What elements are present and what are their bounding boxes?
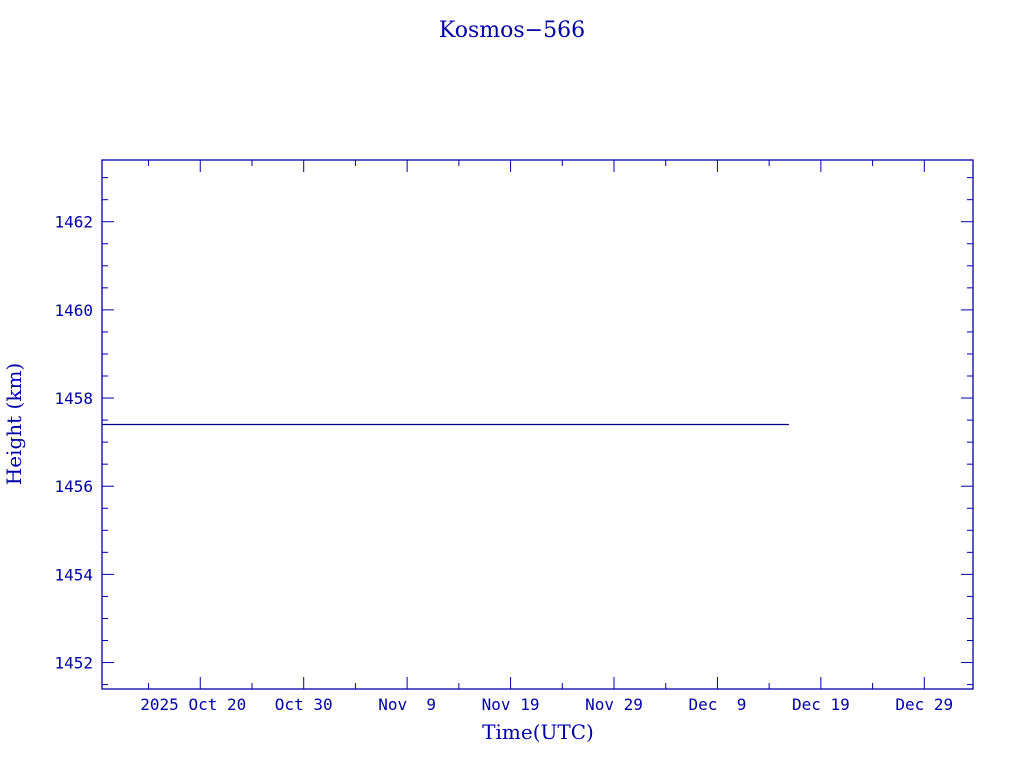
x-tick-label: Dec 9 bbox=[689, 695, 747, 714]
y-axis-label: Height (km) bbox=[2, 363, 26, 485]
x-tick-label: Nov 9 bbox=[378, 695, 436, 714]
chart-title: Kosmos−566 bbox=[439, 18, 585, 43]
x-axis-label: Time(UTC) bbox=[482, 720, 594, 744]
y-tick-label: 1452 bbox=[54, 654, 93, 673]
x-tick-label: Dec 29 bbox=[895, 695, 953, 714]
x-tick-label: Dec 19 bbox=[792, 695, 850, 714]
y-tick-label: 1456 bbox=[54, 477, 93, 496]
x-tick-label: Oct 30 bbox=[275, 695, 333, 714]
x-tick-label: 2025 Oct 20 bbox=[140, 695, 246, 714]
y-tick-label: 1460 bbox=[54, 301, 93, 320]
x-tick-label: Nov 29 bbox=[585, 695, 643, 714]
x-tick-label: Nov 19 bbox=[482, 695, 540, 714]
y-tick-label: 1454 bbox=[54, 565, 93, 584]
y-tick-label: 1458 bbox=[54, 389, 93, 408]
y-tick-label: 1462 bbox=[54, 213, 93, 232]
